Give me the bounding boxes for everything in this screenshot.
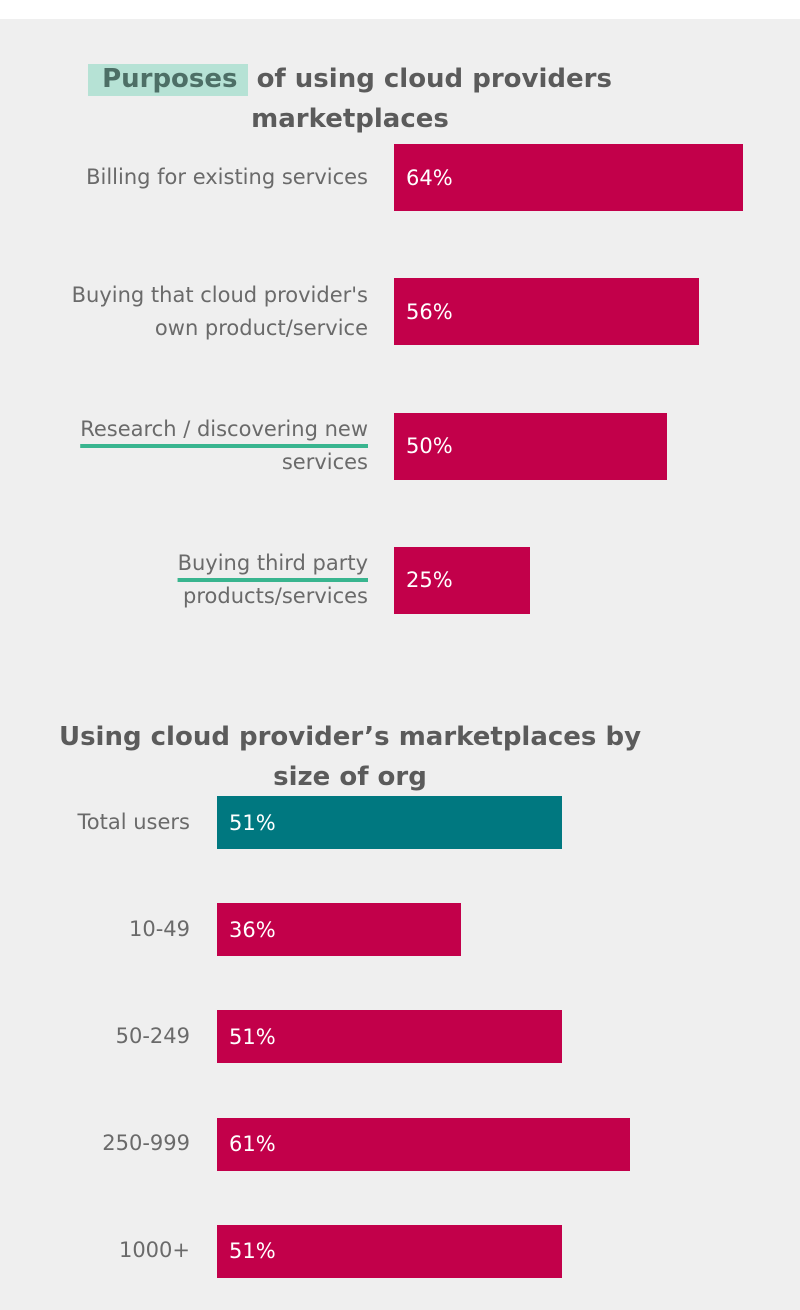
chart2-value-label: 51% (229, 1239, 276, 1264)
chart1-category-line: Research / discovering new (80, 417, 368, 442)
chart2-value-label: 51% (229, 810, 276, 835)
chart1-value-label: 50% (406, 434, 453, 459)
chart2-value-label: 36% (229, 917, 276, 942)
chart1-category-label: Research / discovering new services (38, 413, 368, 479)
chart1-category-line: Buying third party (177, 551, 368, 576)
chart1-category-label: Buying third party products/services (38, 547, 368, 613)
chart2-bar: 51% (217, 796, 562, 849)
chart2-value-label: 51% (229, 1024, 276, 1049)
chart1-category-label: Buying that cloud provider's own product/… (38, 279, 368, 345)
chart2-bar: 61% (217, 1117, 630, 1171)
chart1-bar: 50% (394, 412, 667, 480)
chart2-category-label: 10-49 (128, 916, 190, 941)
chart2-category-label: 50-249 (115, 1023, 190, 1048)
chart2-category-label: Total users (77, 809, 190, 834)
chart2-category-label: 1000+ (118, 1238, 190, 1263)
chart2-category-label: 250-999 (102, 1131, 190, 1156)
chart1-bar: 25% (394, 546, 531, 614)
chart1-category-line: Billing for existing services (86, 165, 368, 189)
chart1-title: Purposes of using cloud providers market… (60, 59, 640, 139)
chart1-bar: 64% (394, 144, 743, 211)
chart1-value-label: 56% (406, 299, 453, 324)
chart2-bar: 51% (217, 1224, 562, 1278)
chart2-title: Using cloud provider’s marketplaces by s… (58, 722, 642, 792)
chart1-bar: 56% (394, 278, 700, 346)
chart1-category-line: Buying that cloud provider's (71, 282, 368, 307)
infographic-panel: Purposes of using cloud providers market… (0, 19, 800, 1310)
chart1-title-rest: of using cloud providers marketplaces (247, 64, 612, 134)
chart1-title-highlight: Purposes (88, 64, 248, 96)
chart1-value-label: 25% (406, 568, 453, 593)
chart1-value-label: 64% (406, 165, 453, 190)
chart1-category-label: Billing for existing services (38, 161, 368, 194)
chart1-category-line: services (281, 450, 368, 475)
chart1-category-line: own product/service (154, 315, 368, 340)
chart1-category-line: products/services (183, 584, 368, 609)
chart2-bar: 36% (217, 903, 461, 957)
chart2-value-label: 61% (229, 1132, 276, 1157)
chart2-bar: 51% (217, 1010, 562, 1064)
